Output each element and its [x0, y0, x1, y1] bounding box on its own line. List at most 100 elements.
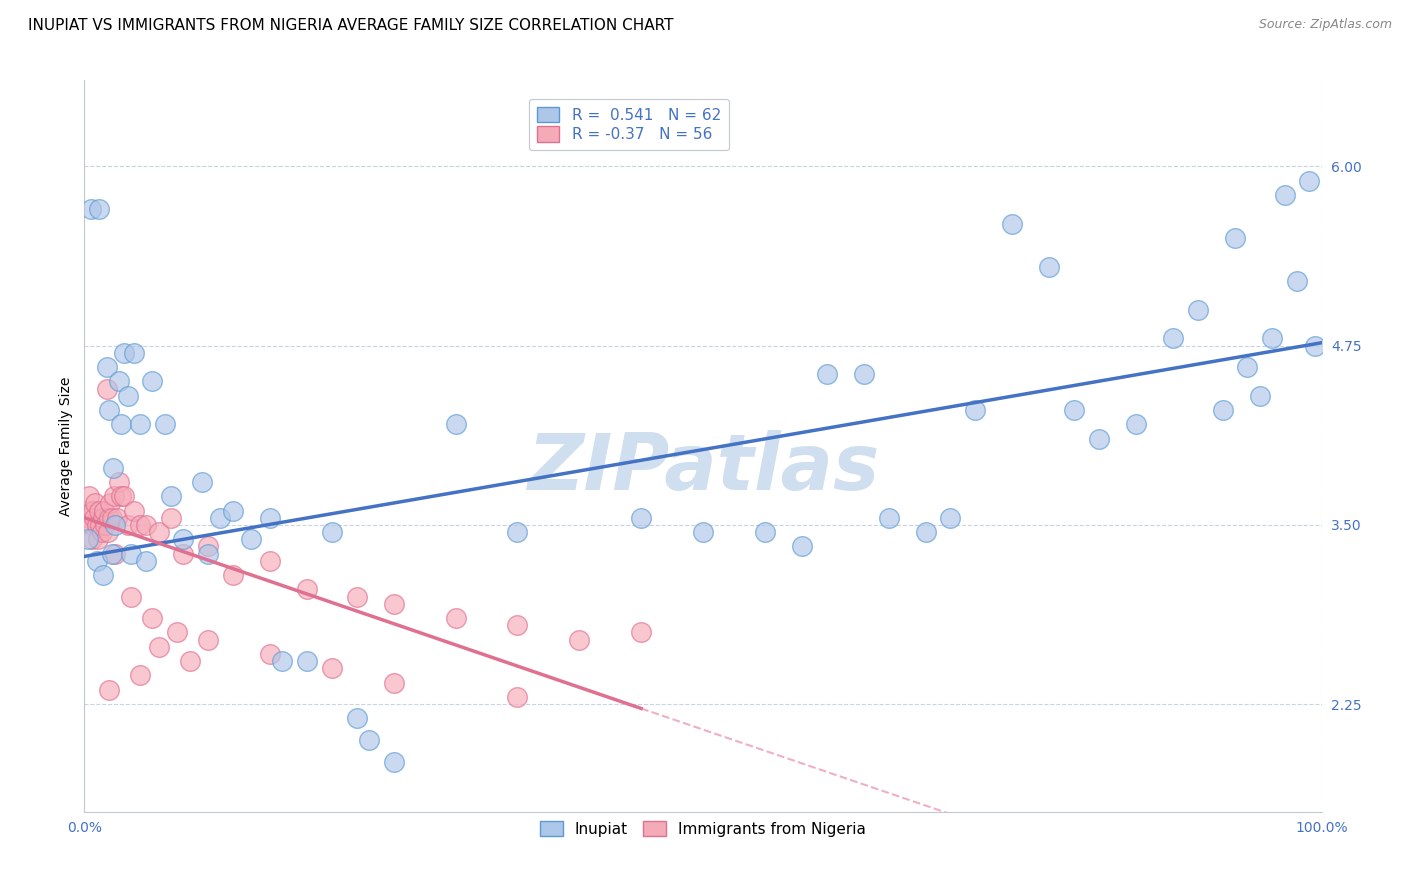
Point [79, 489, 101, 503]
Point [877, 510, 900, 524]
Point [259, 510, 281, 524]
Point [86, 554, 108, 568]
Point [98, 510, 121, 524]
Point [82, 503, 104, 517]
Point [914, 524, 936, 539]
Point [295, 654, 318, 668]
Point [191, 475, 214, 489]
Point [91, 510, 114, 524]
Point [1001, 217, 1024, 231]
Point [117, 389, 139, 403]
Point [1261, 331, 1284, 345]
Point [129, 517, 152, 532]
Point [1305, 338, 1327, 352]
Point [295, 582, 318, 597]
Point [77, 533, 100, 547]
Point [98, 496, 121, 510]
Point [852, 368, 875, 382]
Point [259, 647, 281, 661]
Point [93, 503, 115, 517]
Point [568, 632, 591, 647]
Point [240, 533, 263, 547]
Point [1223, 231, 1246, 245]
Point [135, 517, 157, 532]
Point [222, 568, 245, 582]
Point [1125, 417, 1147, 432]
Point [96, 360, 118, 375]
Point [444, 611, 467, 625]
Point [129, 668, 152, 682]
Point [172, 547, 194, 561]
Point [87, 533, 110, 547]
Point [222, 503, 245, 517]
Point [197, 547, 219, 561]
Point [89, 503, 111, 517]
Point [76, 503, 98, 517]
Point [1161, 331, 1184, 345]
Point [135, 554, 157, 568]
Point [83, 510, 105, 524]
Point [1298, 174, 1320, 188]
Point [89, 202, 111, 217]
Point [271, 654, 294, 668]
Point [259, 554, 281, 568]
Point [382, 755, 405, 769]
Point [84, 496, 107, 510]
Point [141, 375, 163, 389]
Point [506, 618, 529, 632]
Point [117, 517, 139, 532]
Point [108, 475, 131, 489]
Point [112, 345, 135, 359]
Point [630, 510, 652, 524]
Point [321, 661, 343, 675]
Text: ZIPatlas: ZIPatlas [527, 430, 879, 506]
Point [346, 590, 368, 604]
Point [104, 517, 127, 532]
Point [104, 547, 127, 561]
Y-axis label: Average Family Size: Average Family Size [59, 376, 73, 516]
Point [110, 417, 132, 432]
Point [346, 711, 368, 725]
Point [172, 533, 194, 547]
Point [80, 533, 103, 547]
Text: INUPIAT VS IMMIGRANTS FROM NIGERIA AVERAGE FAMILY SIZE CORRELATION CHART: INUPIAT VS IMMIGRANTS FROM NIGERIA AVERA… [28, 18, 673, 33]
Point [209, 510, 232, 524]
Point [120, 547, 142, 561]
Text: Source: ZipAtlas.com: Source: ZipAtlas.com [1258, 18, 1392, 31]
Point [91, 568, 114, 582]
Point [382, 675, 405, 690]
Point [129, 417, 152, 432]
Point [160, 510, 183, 524]
Point [382, 597, 405, 611]
Point [90, 524, 112, 539]
Point [86, 517, 108, 532]
Point [98, 682, 121, 697]
Point [1038, 260, 1060, 274]
Point [79, 202, 101, 217]
Point [153, 417, 176, 432]
Point [105, 510, 128, 524]
Point [1088, 432, 1111, 446]
Point [506, 690, 529, 704]
Point [100, 547, 122, 561]
Point [77, 510, 100, 524]
Point [148, 524, 170, 539]
Point [754, 524, 776, 539]
Point [692, 524, 714, 539]
Point [1063, 403, 1085, 417]
Point [166, 625, 188, 640]
Point [630, 625, 652, 640]
Point [110, 489, 132, 503]
Point [179, 654, 201, 668]
Point [98, 403, 121, 417]
Point [112, 489, 135, 503]
Point [197, 632, 219, 647]
Point [790, 540, 813, 554]
Point [1212, 403, 1234, 417]
Point [506, 524, 529, 539]
Point [1187, 302, 1209, 317]
Point [148, 640, 170, 654]
Point [101, 460, 124, 475]
Point [815, 368, 838, 382]
Point [141, 611, 163, 625]
